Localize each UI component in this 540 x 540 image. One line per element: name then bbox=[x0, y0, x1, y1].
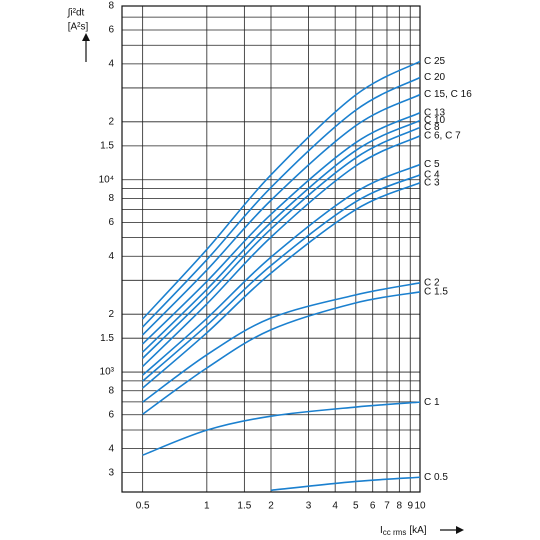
y-tick-label: 10⁴ bbox=[99, 174, 114, 185]
y-tick-label: 4 bbox=[108, 251, 114, 262]
curve-label: C 13 bbox=[424, 107, 446, 118]
curve-label: C 1 bbox=[424, 397, 440, 408]
x-tick-label: 1.5 bbox=[237, 501, 251, 512]
curve bbox=[270, 476, 421, 492]
x-tick-label: 3 bbox=[306, 501, 312, 512]
curve bbox=[142, 135, 421, 367]
curve bbox=[142, 282, 421, 403]
curve bbox=[142, 291, 421, 415]
curve bbox=[142, 119, 421, 353]
y-tick-label: 2 bbox=[108, 309, 114, 320]
y-axis-label: ∫i²dt bbox=[67, 8, 85, 19]
x-axis-label-sub: cc rms bbox=[383, 528, 407, 537]
curve-label: C 0.5 bbox=[424, 472, 448, 483]
y-tick-label: 8 bbox=[108, 1, 114, 12]
curve-label: C 6, C 7 bbox=[424, 131, 461, 142]
x-tick-label: 0.5 bbox=[136, 501, 150, 512]
curve-label: C 1.5 bbox=[424, 287, 448, 298]
x-arrow-head bbox=[456, 526, 464, 534]
curve-label: C 10 bbox=[424, 115, 446, 126]
y-tick-label: 6 bbox=[108, 217, 114, 228]
y-tick-label: 1.5 bbox=[100, 333, 114, 344]
x-tick-label: 9 bbox=[407, 501, 413, 512]
curve bbox=[142, 163, 421, 376]
y-arrow-head bbox=[82, 33, 90, 41]
x-tick-label: 5 bbox=[353, 501, 359, 512]
curve bbox=[142, 401, 421, 456]
curve bbox=[142, 174, 421, 382]
y-tick-label: 8 bbox=[108, 385, 114, 396]
curve bbox=[142, 182, 421, 389]
x-tick-label: 1 bbox=[204, 501, 210, 512]
x-tick-label: 8 bbox=[397, 501, 403, 512]
y-tick-label: 2 bbox=[108, 116, 114, 127]
x-tick-label: 6 bbox=[370, 501, 376, 512]
curve-label: C 3 bbox=[424, 177, 440, 188]
curve bbox=[142, 93, 421, 336]
curve bbox=[142, 76, 421, 328]
x-tick-label: 2 bbox=[268, 501, 274, 512]
curve-label: C 15, C 16 bbox=[424, 89, 472, 100]
y-tick-label: 4 bbox=[108, 59, 114, 70]
curve bbox=[142, 60, 421, 320]
curve-label: C 5 bbox=[424, 159, 440, 170]
x-axis-label-main: I bbox=[380, 525, 383, 536]
y-tick-label: 6 bbox=[108, 25, 114, 36]
x-tick-label: 10 bbox=[414, 501, 426, 512]
curve-label: C 4 bbox=[424, 169, 440, 180]
y-axis-unit: [A²s] bbox=[68, 22, 89, 33]
curve-label: C 20 bbox=[424, 72, 446, 83]
x-tick-label: 7 bbox=[384, 501, 390, 512]
plot-frame bbox=[121, 5, 421, 493]
x-axis-unit: [kA] bbox=[409, 525, 426, 536]
curve-label: C 25 bbox=[424, 56, 446, 67]
y-tick-label: 3 bbox=[108, 467, 114, 478]
x-tick-label: 4 bbox=[332, 501, 338, 512]
curve bbox=[142, 126, 421, 359]
y-tick-label: 1.5 bbox=[100, 140, 114, 151]
y-tick-label: 10³ bbox=[100, 367, 115, 378]
y-tick-label: 4 bbox=[108, 443, 114, 454]
y-tick-label: 8 bbox=[108, 193, 114, 204]
curve-label: C 8 bbox=[424, 122, 440, 133]
curve bbox=[142, 111, 421, 345]
y-tick-label: 6 bbox=[108, 409, 114, 420]
x-axis-label: Icc rms [kA] bbox=[380, 525, 427, 537]
curve-label: C 2 bbox=[424, 277, 440, 288]
